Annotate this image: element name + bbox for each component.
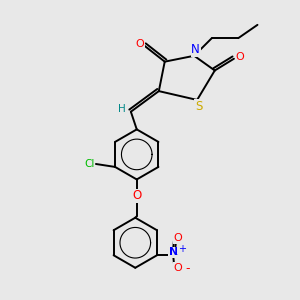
Text: O: O (236, 52, 244, 62)
Text: Cl: Cl (84, 159, 94, 169)
Text: O: O (135, 39, 144, 49)
Text: N: N (191, 44, 200, 56)
Text: H: H (118, 104, 125, 114)
Text: -: - (185, 262, 190, 275)
Text: +: + (178, 244, 186, 254)
Text: O: O (132, 189, 141, 202)
Text: O: O (173, 263, 182, 273)
Text: S: S (195, 100, 202, 113)
Text: O: O (173, 233, 182, 244)
Text: N: N (169, 247, 178, 257)
